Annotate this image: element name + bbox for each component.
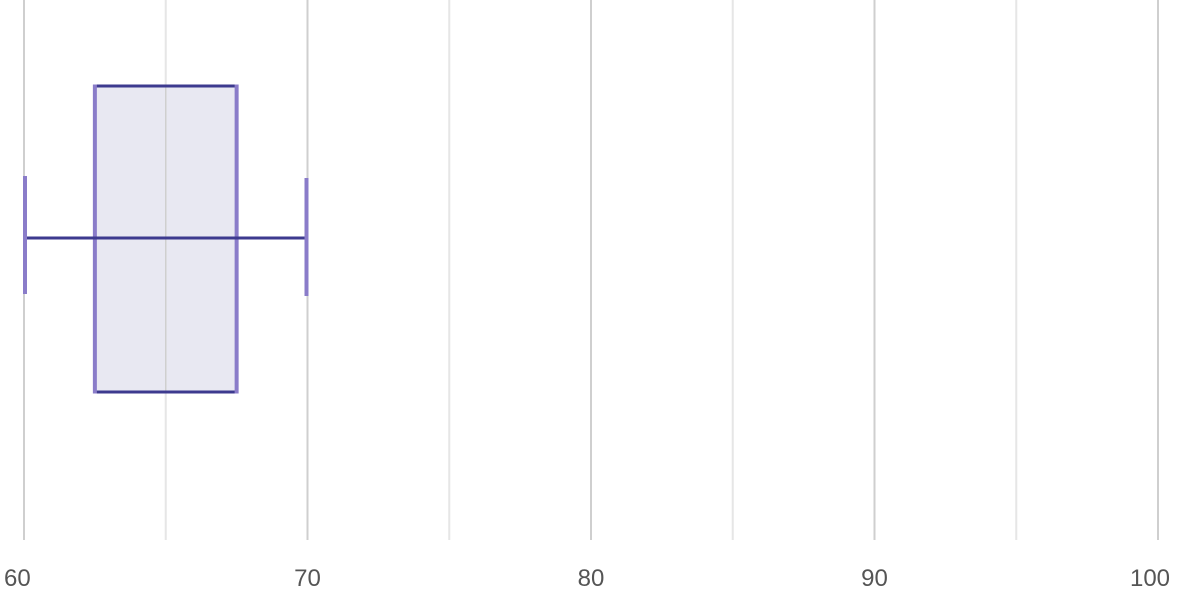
x-tick-label: 100 xyxy=(1130,565,1170,592)
box-layer xyxy=(23,84,309,394)
x-tick-label: 80 xyxy=(578,565,605,592)
x-tick-label: 70 xyxy=(294,565,321,592)
x-tick-label: 60 xyxy=(4,565,31,592)
x-axis: 60 70 80 90 100 xyxy=(4,565,1170,592)
x-tick-label: 90 xyxy=(861,565,888,592)
